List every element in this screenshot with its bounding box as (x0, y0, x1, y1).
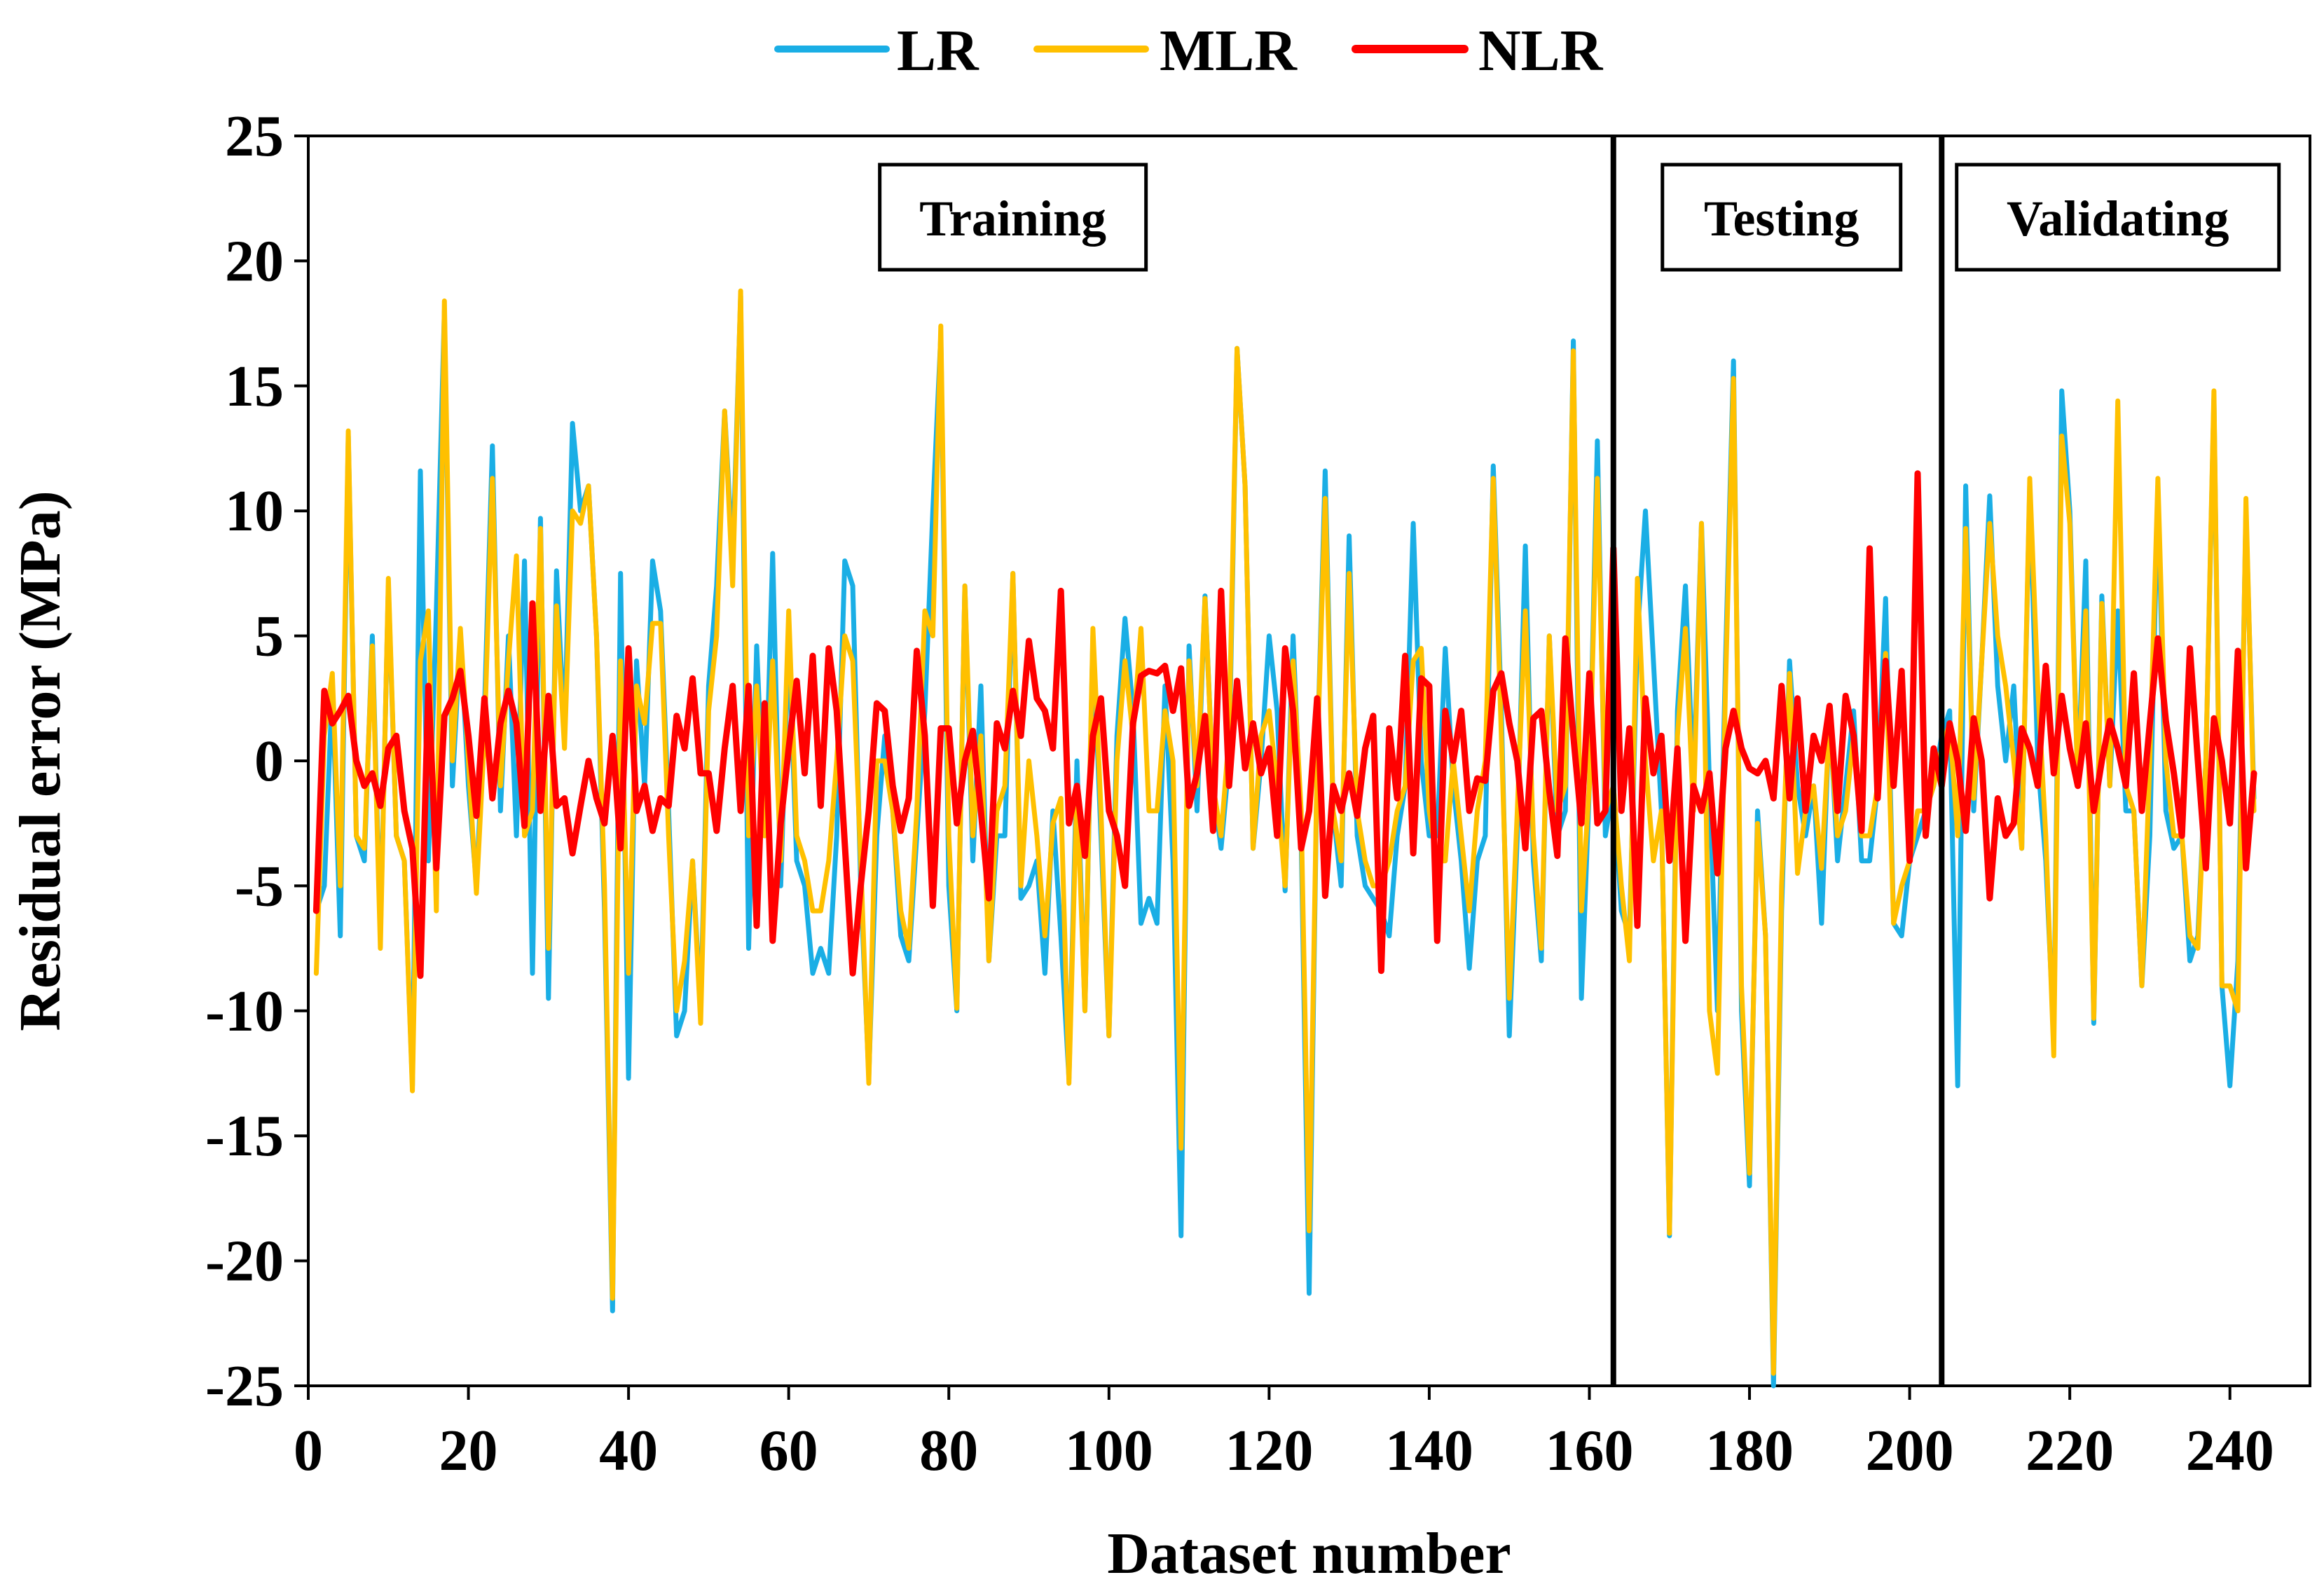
x-tick-label: 160 (1545, 1418, 1633, 1483)
x-tick-label: 100 (1065, 1418, 1153, 1483)
x-tick-label: 240 (2186, 1418, 2274, 1483)
x-tick-label: 140 (1385, 1418, 1473, 1483)
x-tick-label: 20 (439, 1418, 498, 1483)
y-tick-label: 20 (225, 228, 284, 294)
legend-label-mlr: MLR (1160, 18, 1298, 83)
y-tick-label: 25 (225, 104, 284, 169)
y-tick-label: 5 (254, 604, 284, 669)
x-tick-label: 200 (1866, 1418, 1954, 1483)
y-axis-title: Residual error (MPa) (8, 490, 73, 1031)
y-tick-label: 10 (225, 479, 284, 544)
y-tick-label: -20 (205, 1229, 284, 1294)
legend: LR MLR NLR (774, 18, 1604, 83)
y-tick-label: -15 (205, 1103, 284, 1169)
x-tick-label: 120 (1225, 1418, 1313, 1483)
x-tick-label: 40 (599, 1418, 658, 1483)
x-axis-title: Dataset number (1107, 1521, 1511, 1586)
y-tick-label: -5 (235, 853, 284, 919)
legend-label-lr: LR (897, 18, 979, 83)
y-tick-label: -10 (205, 979, 284, 1044)
x-tick-label: 180 (1705, 1418, 1794, 1483)
x-tick-label: 220 (2026, 1418, 2114, 1483)
region-box-training (878, 163, 1148, 272)
region-labels: Training Testing Validating (878, 163, 2281, 272)
region-label-training: Training (919, 191, 1106, 247)
region-box-validating (1955, 163, 2281, 272)
region-label-validating: Validating (2007, 191, 2229, 247)
x-tick-label: 0 (294, 1418, 323, 1483)
y-axis: -25 -20 -15 -10 -5 0 5 10 15 20 25 (205, 104, 308, 1419)
x-tick-label: 80 (919, 1418, 978, 1483)
region-label-testing: Testing (1704, 191, 1859, 247)
series-group (312, 288, 2257, 1389)
region-box-testing (1661, 163, 1903, 272)
x-axis: 0 20 40 60 80 100 120 140 160 180 200 220 240 (294, 1386, 2274, 1483)
legend-label-nlr: NLR (1478, 18, 1604, 83)
y-tick-label: -25 (205, 1354, 284, 1419)
y-tick-label: 15 (225, 354, 284, 419)
divider-group (1610, 136, 1945, 1386)
y-tick-label: 0 (254, 729, 284, 794)
series-line-nlr (312, 470, 2257, 979)
x-tick-label: 60 (759, 1418, 818, 1483)
